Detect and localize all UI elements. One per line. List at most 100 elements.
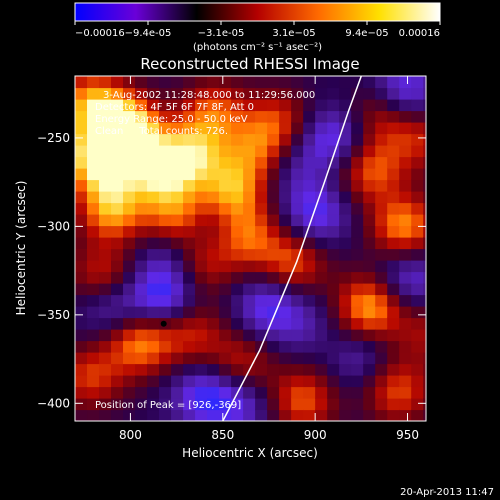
heatmap-cell <box>375 329 388 342</box>
heatmap-cell <box>411 294 424 307</box>
heatmap-cell <box>255 363 268 376</box>
heatmap-cell <box>387 398 400 411</box>
heatmap-cell <box>255 375 268 388</box>
heatmap-cell <box>363 283 376 296</box>
annotation-energy: Energy Range: 25.0 - 50.0 keV <box>95 114 248 125</box>
heatmap-cell <box>171 156 184 169</box>
heatmap-cell <box>363 145 376 158</box>
heatmap-cell <box>87 110 100 123</box>
heatmap-cell <box>123 375 136 388</box>
heatmap-cell <box>279 237 292 250</box>
heatmap-cell <box>219 386 232 399</box>
heatmap-cell <box>303 133 316 146</box>
heatmap-cell <box>303 76 316 89</box>
heatmap-cell <box>423 133 426 146</box>
heatmap-cell <box>123 179 136 192</box>
heatmap-cell <box>363 386 376 399</box>
peak-position-label: Position of Peak = [926,-369] <box>95 400 241 411</box>
heatmap-cell <box>195 145 208 158</box>
heatmap-cell <box>375 202 388 215</box>
heatmap-cell <box>75 179 88 192</box>
heatmap-cell <box>387 260 400 273</box>
heatmap-cell <box>195 375 208 388</box>
heatmap-cell <box>135 225 148 238</box>
heatmap-cell <box>375 110 388 123</box>
heatmap-cell <box>375 237 388 250</box>
heatmap-cell <box>243 294 256 307</box>
heatmap-cell <box>351 202 364 215</box>
heatmap-cell <box>171 76 184 89</box>
heatmap-cell <box>219 122 232 135</box>
heatmap-cell <box>159 248 172 261</box>
heatmap-cell <box>423 260 426 273</box>
heatmap-cell <box>267 375 280 388</box>
heatmap-cell <box>399 317 412 330</box>
heatmap-cell <box>255 179 268 192</box>
heatmap-cell <box>195 386 208 399</box>
heatmap-cell <box>207 214 220 227</box>
heatmap-cell <box>219 214 232 227</box>
heatmap-cell <box>231 363 244 376</box>
heatmap-cell <box>75 363 88 376</box>
heatmap-cell <box>171 179 184 192</box>
heatmap-cell <box>291 306 304 319</box>
heatmap-cell <box>195 271 208 284</box>
heatmap-cell <box>387 110 400 123</box>
heatmap-cell <box>219 398 232 411</box>
heatmap-cell <box>291 168 304 181</box>
heatmap-cell <box>267 191 280 204</box>
heatmap-cell <box>327 248 340 261</box>
heatmap-cell <box>327 133 340 146</box>
heatmap-cell <box>291 329 304 342</box>
heatmap-cell <box>207 99 220 112</box>
heatmap-cell <box>75 271 88 284</box>
heatmap-cell <box>195 99 208 112</box>
heatmap-cell <box>267 294 280 307</box>
heatmap-cell <box>87 260 100 273</box>
heatmap-cell <box>171 283 184 296</box>
heatmap-cell <box>255 145 268 158</box>
heatmap-cell <box>255 283 268 296</box>
heatmap-cell <box>111 260 124 273</box>
heatmap-cell <box>423 237 426 250</box>
heatmap-cell <box>303 110 316 123</box>
heatmap-cell <box>207 133 220 146</box>
heatmap-cell <box>327 76 340 89</box>
heatmap-cell <box>147 329 160 342</box>
heatmap-cell <box>159 271 172 284</box>
heatmap-cell <box>327 225 340 238</box>
heatmap-cell <box>159 375 172 388</box>
heatmap-cell <box>363 202 376 215</box>
heatmap-cell <box>111 156 124 169</box>
heatmap-cell <box>375 375 388 388</box>
heatmap-cell <box>207 225 220 238</box>
heatmap-cell <box>423 271 426 284</box>
y-axis-label: Heliocentric Y (arcsec) <box>14 181 28 316</box>
x-axis-ticks: 800 850 900 950 <box>119 76 419 442</box>
heatmap-cell <box>351 386 364 399</box>
heatmap-cell <box>315 317 328 330</box>
y-tick-label: −250 <box>37 131 70 145</box>
heatmap-cell <box>279 179 292 192</box>
heatmap-cell <box>243 156 256 169</box>
heatmap-cell <box>87 122 100 135</box>
heatmap-cell <box>411 352 424 365</box>
heatmap-cell <box>99 214 112 227</box>
heatmap-cell <box>423 386 426 399</box>
heatmap-cell <box>423 283 426 296</box>
heatmap-cell <box>123 145 136 158</box>
heatmap-cell <box>111 237 124 250</box>
heatmap-cell <box>327 352 340 365</box>
heatmap-cell <box>303 202 316 215</box>
heatmap-cell <box>99 306 112 319</box>
heatmap-cell <box>363 363 376 376</box>
heatmap-cell <box>423 179 426 192</box>
heatmap-cell <box>147 409 160 421</box>
heatmap-cell <box>387 87 400 100</box>
heatmap-cell <box>279 248 292 261</box>
heatmap-cell <box>243 225 256 238</box>
heatmap-cell <box>147 317 160 330</box>
heatmap-cell <box>339 168 352 181</box>
heatmap-cell <box>399 214 412 227</box>
heatmap-cell <box>327 122 340 135</box>
